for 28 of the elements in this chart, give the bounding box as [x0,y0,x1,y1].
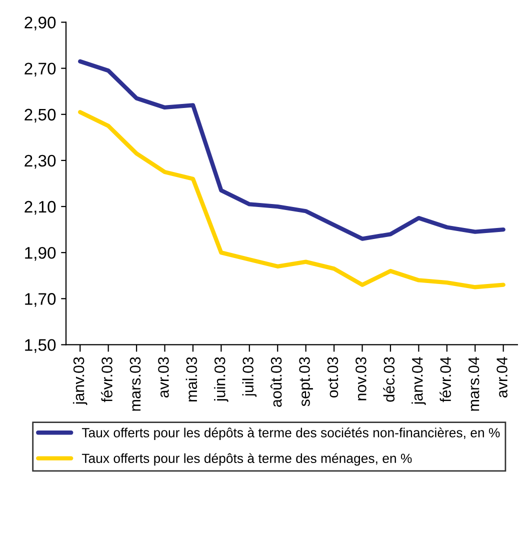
x-tick-label: juin.03 [214,357,228,402]
x-tick-label: mars.03 [130,357,141,411]
x-tick-label: févr.03 [101,357,112,402]
y-tick-label: 1,90 [25,246,56,261]
x-tick-label: janv.04 [412,356,426,406]
y-tick-label: 2,70 [24,62,56,76]
y-tick-label: 2,90 [24,16,56,30]
x-tick-label: sept.03 [299,357,313,406]
x-tick-label: juil.03 [242,357,257,397]
y-tick-label: 2,30 [24,154,56,169]
x-tick-label: mai.03 [186,357,198,402]
x-tick-label: avr.03 [158,357,169,398]
legend-label: Taux offerts pour les dépôts à terme des ménages, en % [82,453,412,466]
x-tick-label: août.03 [270,357,282,407]
x-tick-label: mars.04 [468,356,480,411]
line-series [78,59,506,241]
y-tick-label: 1,50 [25,339,56,353]
y-tick-label: 2,10 [24,200,56,215]
x-tick-label: janv.03 [72,357,88,406]
x-tick-label: févr.04 [440,356,452,402]
x-tick-label: oct.03 [327,357,338,398]
x-tick-label: avr.04 [496,356,508,398]
x-tick-label: déc.03 [383,357,395,402]
y-tick-label: 2,50 [24,108,56,123]
y-tick-label: 1,70 [25,293,56,307]
x-tick-label: nov.03 [356,357,366,400]
line-series [78,110,506,290]
legend-label: Taux offerts pour les dépôts à terme des sociétés non-financières, en % [82,428,500,440]
